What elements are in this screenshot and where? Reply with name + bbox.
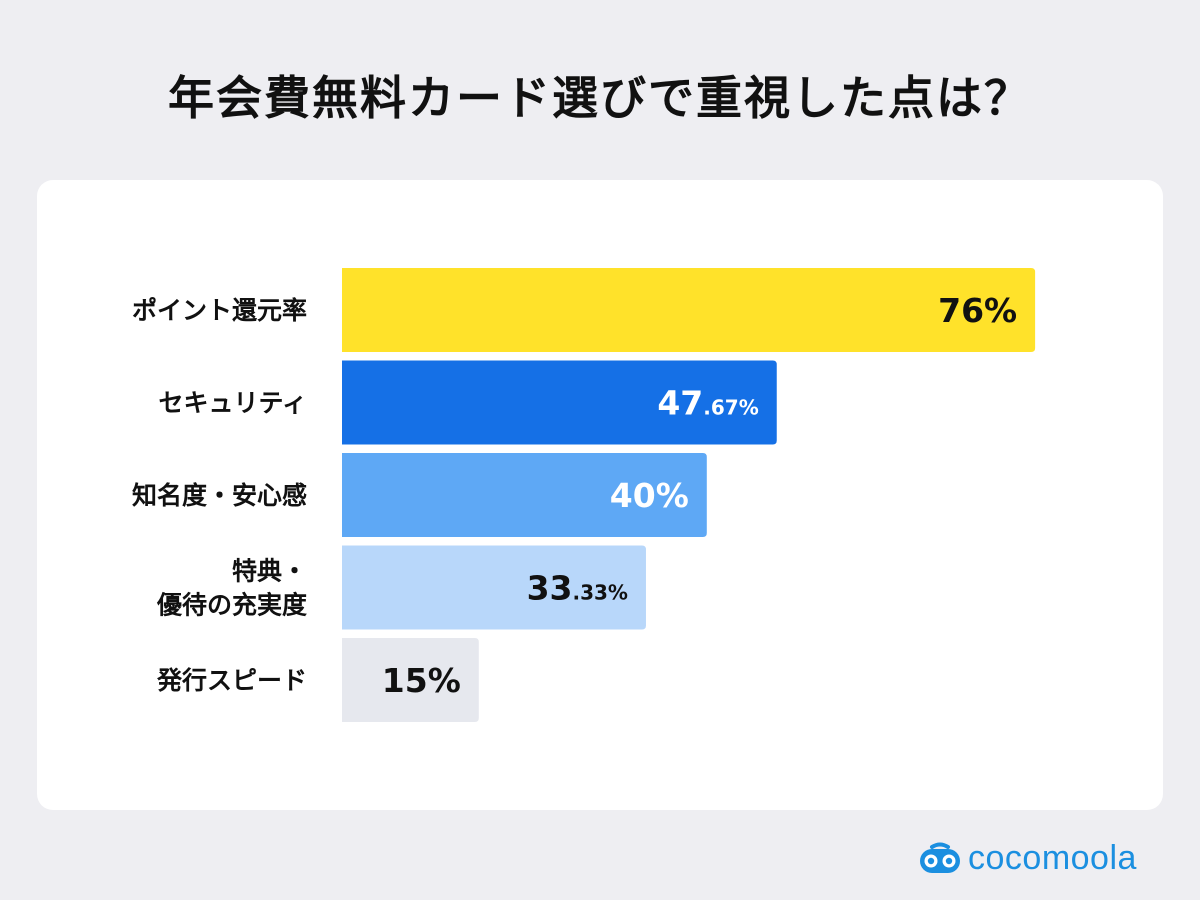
bar [342, 268, 1036, 352]
bar [342, 453, 707, 537]
data-label-main: 76% [938, 291, 1017, 330]
brand-logo: cocomoola [918, 836, 1137, 880]
data-label-main: 47 [657, 384, 703, 423]
chart-title: 年会費無料カード選びで重視した点は？ [168, 71, 1032, 125]
data-label: 15% [382, 661, 461, 700]
chart-card: ポイント還元率 76% セキュリティ 47.67% 知名度・安心感 40% 特典・優待の充実… [37, 180, 1163, 810]
data-label-decimal: .67% [703, 396, 758, 420]
data-label: 47.67% [657, 384, 758, 423]
data-label-main: 33 [527, 569, 573, 608]
category-label: セキュリティ [158, 389, 307, 418]
data-label: 76% [938, 291, 1017, 330]
category-label: 特典・ [232, 557, 307, 586]
cocomoola-logo-icon [920, 842, 960, 873]
category-label: ポイント還元率 [132, 296, 307, 325]
category-label: 知名度・安心感 [132, 481, 307, 510]
bar [342, 360, 777, 445]
data-label: 40% [610, 476, 689, 515]
data-label: 33.33% [527, 569, 628, 608]
bar [342, 545, 646, 630]
category-label: 発行スピード [156, 666, 307, 695]
data-label-main: 40% [610, 476, 689, 515]
bar-chart: ポイント還元率 76% セキュリティ 47.67% 知名度・安心感 40% 特典・優待の充実… [132, 268, 1036, 722]
data-label-main: 15% [382, 661, 461, 700]
data-label-decimal: .33% [573, 581, 628, 605]
brand-name: cocomoola [968, 838, 1137, 877]
bar [342, 638, 479, 722]
category-label: 優待の充実度 [156, 591, 307, 620]
